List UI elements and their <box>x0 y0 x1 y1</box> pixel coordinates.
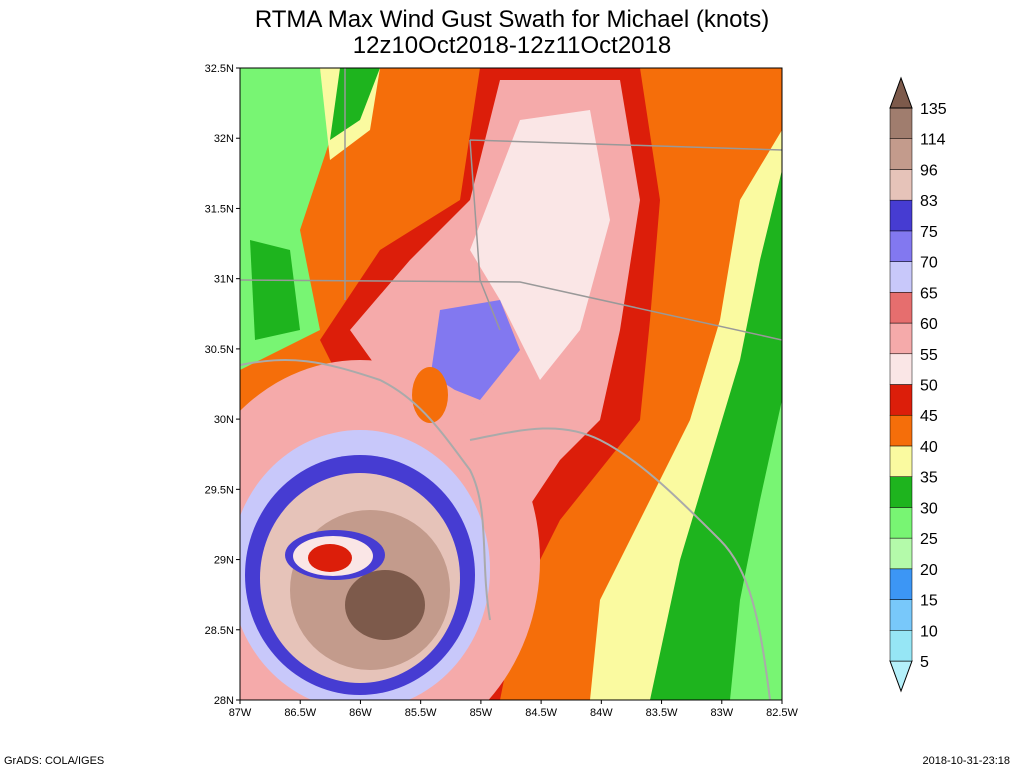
eye-core-dark <box>345 570 425 640</box>
lat-label: 32.5N <box>205 63 234 75</box>
field-darkgreen <box>250 240 300 340</box>
lon-label: 84W <box>590 707 613 719</box>
colorbar-label: 65 <box>920 285 938 302</box>
colorbar-end <box>889 660 913 693</box>
lon-label: 86.5W <box>284 707 316 719</box>
colorbar-label: 60 <box>920 316 938 333</box>
colorbar-box <box>889 476 913 508</box>
colorbar-label: 55 <box>920 347 938 364</box>
colorbar-box <box>889 169 913 201</box>
colorbar-box <box>889 322 913 355</box>
field-lightpink <box>470 110 610 380</box>
colorbar-label: 25 <box>920 531 938 548</box>
lat-label: 29N <box>214 555 234 567</box>
lon-label: 84.5W <box>525 707 557 719</box>
footer-right: 2018-10-31-23:18 <box>923 755 1010 767</box>
lat-label: 30N <box>214 414 234 426</box>
lat-label: 28.5N <box>205 625 234 637</box>
colorbar-label: 96 <box>920 162 938 179</box>
field-orange <box>412 367 448 423</box>
colorbar-box <box>889 261 913 293</box>
colorbar-label: 70 <box>920 255 938 272</box>
coastline <box>240 359 491 621</box>
wind-field <box>240 68 782 700</box>
colorbar-box <box>889 599 913 631</box>
colorbar-box <box>889 292 913 324</box>
colorbar-label: 35 <box>920 470 938 487</box>
colorbar-end <box>889 76 913 109</box>
lon-label: 85.5W <box>405 707 437 719</box>
colorbar-label: 15 <box>920 593 938 610</box>
colorbar-box <box>889 199 913 232</box>
colorbar-box <box>889 384 913 416</box>
field-green <box>730 400 782 700</box>
lon-label: 87W <box>229 707 252 719</box>
field-darkgreen <box>330 68 380 140</box>
axis-ticks: 32.5N 32N 31.5N 31N 30.5N 30N 29.5N 29N 28.5N 28N… <box>205 63 799 719</box>
colorbar-box <box>889 537 913 570</box>
colorbar-box <box>889 507 913 539</box>
title-line: 12z10Oct2018-12z11Oct2018 <box>353 32 671 59</box>
lon-label: 82.5W <box>766 707 798 719</box>
lon-label: 83.5W <box>646 707 678 719</box>
colorbar-box <box>889 353 913 385</box>
colorbar-label: 20 <box>920 562 938 579</box>
colorbar-label: 135 <box>920 101 947 118</box>
colorbar-box <box>889 414 913 447</box>
colorbar-box <box>889 445 913 477</box>
colorbar-box <box>889 107 913 139</box>
lon-label: 86W <box>349 707 372 719</box>
lat-label: 32N <box>214 133 234 145</box>
footer-left: GrADS: COLA/IGES <box>4 755 104 767</box>
lon-label: 85W <box>470 707 493 719</box>
colorbar-label: 30 <box>920 500 938 517</box>
colorbar-box <box>889 568 913 600</box>
lat-label: 29.5N <box>205 484 234 496</box>
title-line: RTMA Max Wind Gust Swath for Michael (kn… <box>255 6 769 33</box>
map-frame <box>239 67 783 701</box>
coastline <box>469 427 771 700</box>
colorbar-label: 40 <box>920 439 938 456</box>
colorbar-label: 5 <box>920 654 929 671</box>
eye-center <box>308 544 352 572</box>
colorbar: 5 10 15 20 25 30 35 40 45 50 55 60 65 70 75 83 96 114 135 <box>889 76 947 693</box>
colorbar-box <box>889 630 913 662</box>
lat-label: 28N <box>214 695 234 707</box>
colorbar-label: 83 <box>920 193 938 210</box>
lat-label: 30.5N <box>205 344 234 356</box>
lat-label: 31.5N <box>205 203 234 215</box>
colorbar-box <box>889 230 913 262</box>
colorbar-box <box>889 138 913 170</box>
colorbar-label: 10 <box>920 623 938 640</box>
state-border <box>240 68 782 341</box>
lat-label: 31N <box>214 274 234 286</box>
colorbar-label: 75 <box>920 224 938 241</box>
colorbar-label: 114 <box>920 132 946 149</box>
colorbar-label: 50 <box>920 378 938 395</box>
lon-label: 83W <box>710 707 733 719</box>
colorbar-label: 45 <box>920 408 938 425</box>
